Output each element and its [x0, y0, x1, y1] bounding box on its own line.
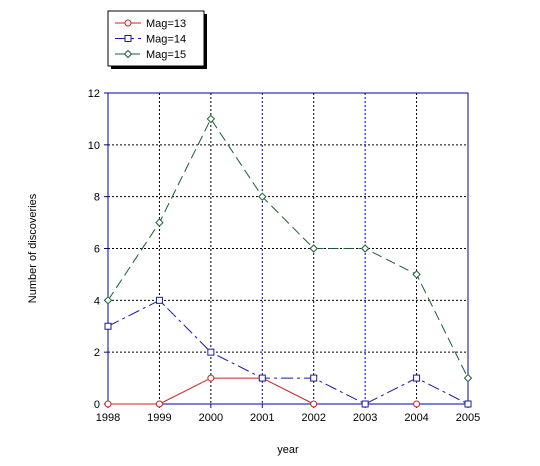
data-point-mag-14: [207, 348, 215, 356]
y-tick-label: 10: [88, 140, 100, 152]
legend-marker: [124, 19, 132, 27]
data-point-mag-15: [155, 218, 164, 227]
data-point-mag-14: [310, 374, 318, 382]
data-point-mag-14: [155, 296, 163, 304]
y-tick-label: 2: [94, 347, 100, 359]
data-point-mag-15: [463, 373, 473, 383]
legend-label: Mag=14: [146, 34, 186, 46]
data-point-mag-15: [412, 270, 421, 279]
data-point-mag-15: [309, 244, 318, 253]
x-tick-label: 1998: [96, 412, 120, 424]
data-point-mag-14: [258, 374, 266, 382]
x-axis-title: year: [277, 444, 299, 456]
data-point-mag-15: [103, 296, 113, 305]
y-tick-label: 12: [88, 88, 100, 100]
x-tick-label: 2003: [353, 412, 377, 424]
data-point-mag-13: [155, 400, 163, 408]
x-tick-label: 2000: [199, 412, 223, 424]
y-axis-title: Number of discoveries: [27, 193, 39, 303]
data-point-mag-13: [310, 400, 318, 408]
x-tick-label: 1999: [147, 412, 171, 424]
y-tick-label: 8: [94, 192, 100, 204]
legend-marker: [124, 35, 132, 42]
y-tick-label: 0: [94, 399, 100, 411]
y-tick-label: 6: [94, 244, 100, 256]
data-point-mag-15: [360, 244, 370, 253]
data-point-mag-13: [413, 400, 421, 408]
data-point-mag-14: [464, 400, 472, 408]
x-tick-label: 2005: [456, 412, 480, 424]
y-tick-label: 4: [94, 295, 100, 307]
x-tick-label: 2002: [301, 412, 325, 424]
legend-label: Mag=15: [146, 49, 186, 61]
legend-marker: [123, 49, 133, 59]
data-point-mag-14: [413, 374, 421, 382]
data-point-mag-15: [206, 114, 216, 124]
data-point-mag-13: [104, 400, 112, 408]
data-point-mag-15: [258, 192, 267, 201]
legend-label: Mag=13: [146, 18, 186, 30]
x-tick-label: 2001: [250, 412, 274, 424]
data-point-mag-14: [104, 322, 112, 330]
data-point-mag-14: [361, 400, 369, 408]
data-point-mag-13: [207, 374, 215, 382]
x-tick-label: 2004: [404, 412, 428, 424]
series-line-mag-15: [107, 117, 469, 379]
series-line-mag-14: [107, 299, 469, 405]
